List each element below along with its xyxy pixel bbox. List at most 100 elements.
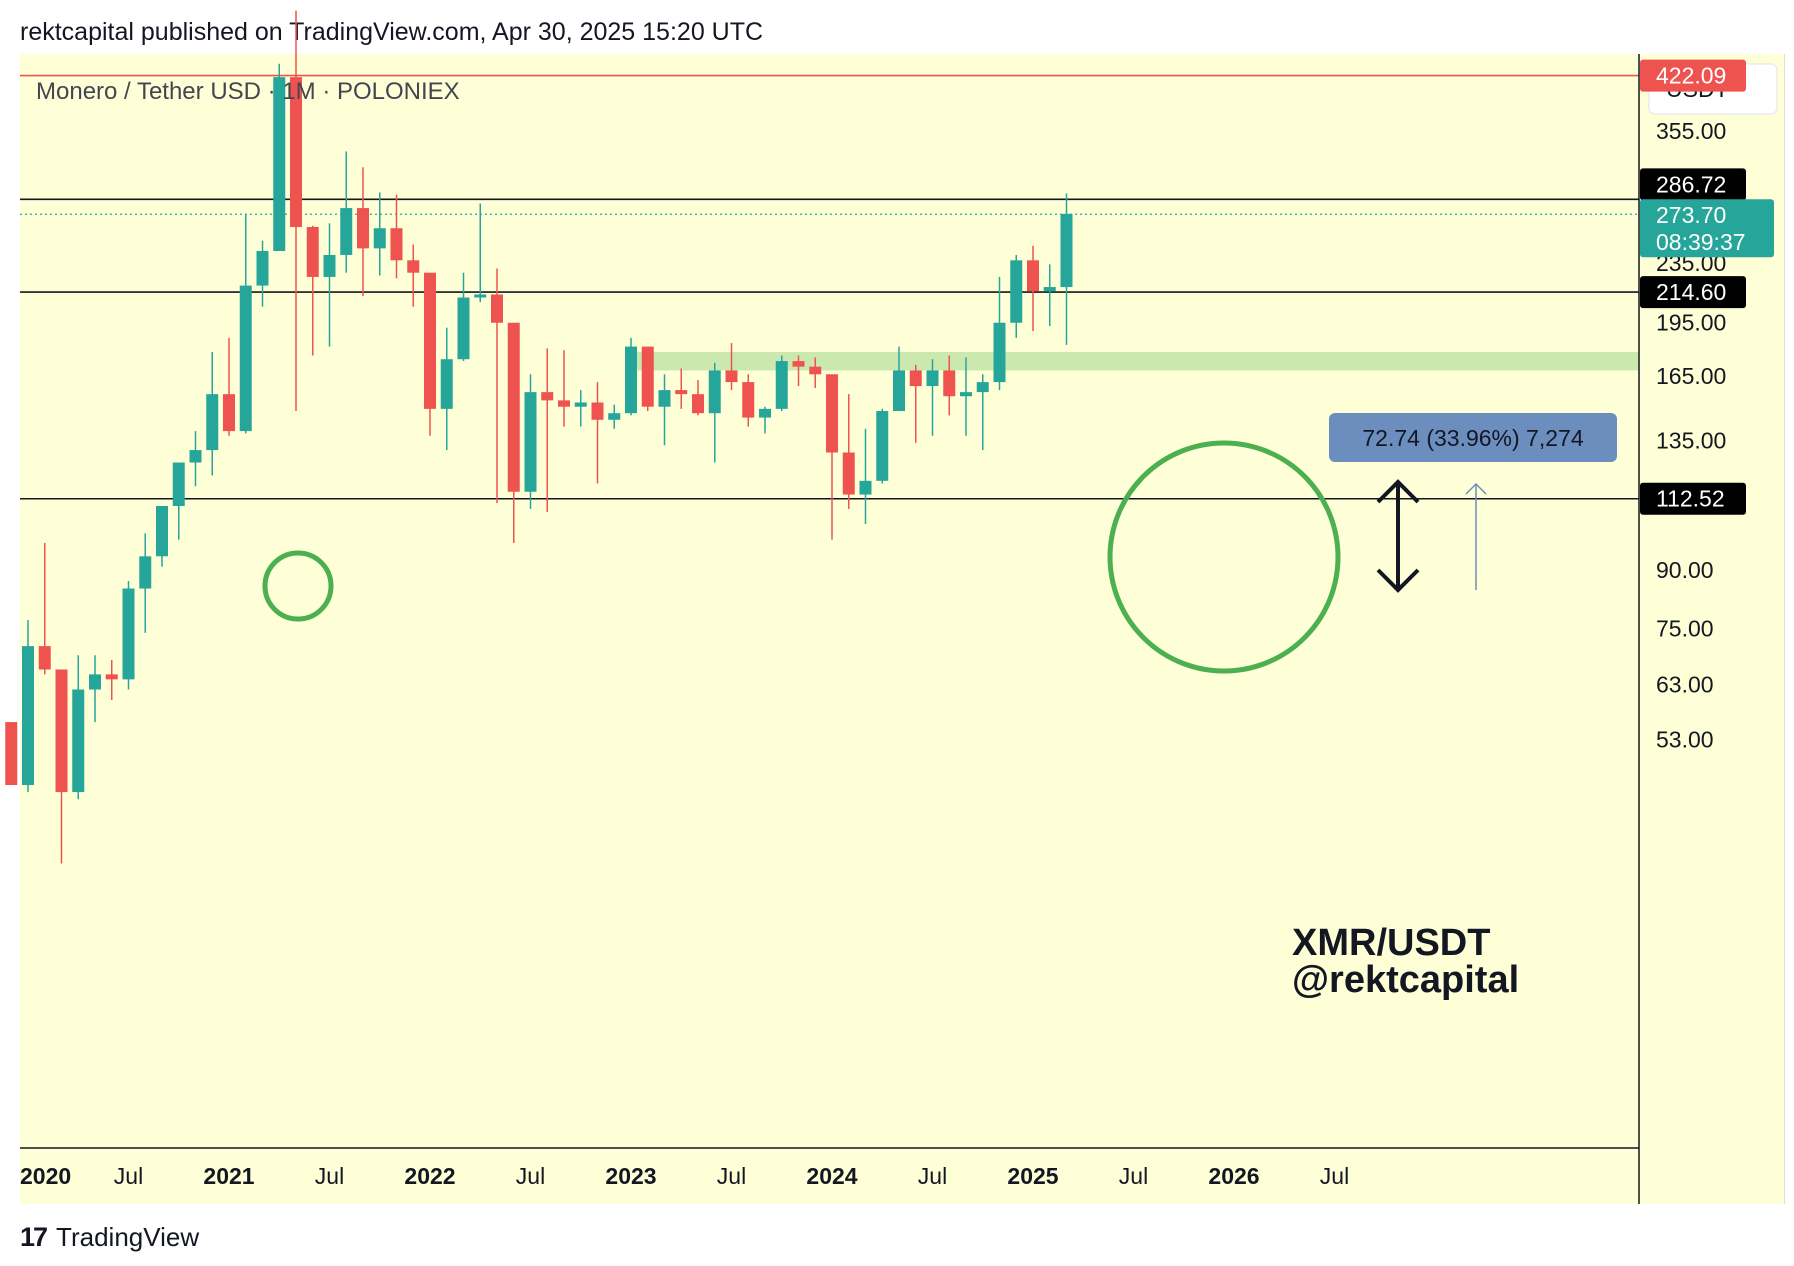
candle[interactable] xyxy=(759,406,771,434)
candle[interactable] xyxy=(89,655,101,723)
candle[interactable] xyxy=(909,364,922,443)
candle[interactable] xyxy=(826,374,838,540)
candle[interactable] xyxy=(876,408,889,484)
countdown-label: 08:39:37 xyxy=(1656,229,1746,255)
candle-body xyxy=(89,674,101,690)
candle[interactable] xyxy=(976,374,989,451)
candle[interactable] xyxy=(926,359,939,436)
candle[interactable] xyxy=(172,462,185,540)
candle[interactable] xyxy=(775,355,788,412)
candle-body xyxy=(290,77,302,227)
candle-body xyxy=(1010,260,1023,323)
horizontal-levels-layer xyxy=(20,74,1639,500)
y-tick-label: 195.00 xyxy=(1656,310,1726,336)
watermark-pair: XMR/USDT xyxy=(1292,922,1490,964)
candle[interactable] xyxy=(541,348,554,512)
candle[interactable] xyxy=(72,655,85,800)
candle[interactable] xyxy=(943,355,956,416)
candle[interactable] xyxy=(306,225,319,356)
candle[interactable] xyxy=(842,394,855,509)
watermark-author: @rektcapital xyxy=(1292,959,1519,1001)
candle-body xyxy=(507,322,520,492)
candle[interactable] xyxy=(507,322,520,543)
candle-body xyxy=(993,322,1006,383)
candle[interactable] xyxy=(524,374,537,509)
candle[interactable] xyxy=(256,240,269,307)
candle[interactable] xyxy=(223,337,235,436)
candle[interactable] xyxy=(859,428,872,524)
candle[interactable] xyxy=(5,722,18,786)
candle[interactable] xyxy=(725,343,738,391)
x-tick-label: 2023 xyxy=(605,1163,656,1189)
candle[interactable] xyxy=(474,203,487,303)
tradingview-brand[interactable]: TradingView xyxy=(56,1221,200,1252)
candle-body xyxy=(189,450,202,463)
candle[interactable] xyxy=(792,355,805,387)
candle[interactable] xyxy=(457,272,470,362)
candle[interactable] xyxy=(960,357,972,436)
candle-body xyxy=(38,646,51,670)
candle[interactable] xyxy=(625,337,637,416)
candle[interactable] xyxy=(641,346,654,412)
candle[interactable] xyxy=(290,10,302,412)
candle-body xyxy=(273,77,286,251)
candle[interactable] xyxy=(22,620,34,793)
candle[interactable] xyxy=(373,192,386,276)
candle[interactable] xyxy=(189,431,202,487)
x-tick-label: Jul xyxy=(315,1163,344,1189)
candle[interactable] xyxy=(574,390,587,427)
x-tick-label: Jul xyxy=(516,1163,545,1189)
svg-text:286.72: 286.72 xyxy=(1656,171,1726,197)
publisher-header: rektcapital published on TradingView.com… xyxy=(20,18,764,46)
candle-body xyxy=(809,366,822,375)
candle[interactable] xyxy=(273,63,286,251)
candle[interactable] xyxy=(809,357,822,389)
candle[interactable] xyxy=(38,542,51,675)
candle-body xyxy=(909,370,922,387)
candle[interactable] xyxy=(591,382,604,484)
candle[interactable] xyxy=(1060,193,1073,345)
breakout-circle-small xyxy=(262,550,334,622)
candle-body xyxy=(792,361,805,367)
candle[interactable] xyxy=(1043,264,1056,327)
candle[interactable] xyxy=(658,374,671,446)
badge-resistance: 422.09 xyxy=(1640,59,1746,92)
candle[interactable] xyxy=(323,223,336,347)
candle[interactable] xyxy=(893,346,905,412)
candle[interactable] xyxy=(675,368,688,409)
candle[interactable] xyxy=(608,404,621,429)
candle[interactable] xyxy=(156,505,168,567)
measure-tool[interactable]: 72.74 (33.96%) 7,274 xyxy=(1329,413,1617,590)
candle[interactable] xyxy=(206,351,219,476)
candle-body xyxy=(1060,213,1073,288)
candle[interactable] xyxy=(692,380,704,416)
x-tick-label: 2021 xyxy=(203,1163,254,1189)
time-axis: 2020 Jul 2021 Jul 2022 Jul 2023 Jul 2024 Jul 2025 J… xyxy=(20,1163,1349,1189)
candle[interactable] xyxy=(407,244,420,307)
candle[interactable] xyxy=(708,362,721,463)
candle[interactable] xyxy=(390,194,403,279)
candle[interactable] xyxy=(1010,254,1023,338)
candle[interactable] xyxy=(139,533,152,633)
candle[interactable] xyxy=(340,151,353,273)
candle[interactable] xyxy=(742,374,755,427)
candle[interactable] xyxy=(357,167,369,296)
candle[interactable] xyxy=(239,213,252,434)
candle[interactable] xyxy=(105,659,118,701)
candle[interactable] xyxy=(558,350,570,427)
x-tick-label: Jul xyxy=(717,1163,746,1189)
candle[interactable] xyxy=(993,276,1006,391)
tradingview-logo-icon[interactable]: 17 xyxy=(20,1221,48,1252)
candle[interactable] xyxy=(424,272,436,436)
candle[interactable] xyxy=(440,327,453,451)
x-tick-label: 2026 xyxy=(1208,1163,1259,1189)
x-tick-label: Jul xyxy=(114,1163,143,1189)
candle[interactable] xyxy=(1027,245,1039,332)
x-tick-label: 2022 xyxy=(404,1163,455,1189)
candle[interactable] xyxy=(491,268,503,504)
candle[interactable] xyxy=(55,669,68,864)
candle-body xyxy=(960,392,972,397)
candle-body xyxy=(306,226,319,277)
candle[interactable] xyxy=(122,581,135,690)
